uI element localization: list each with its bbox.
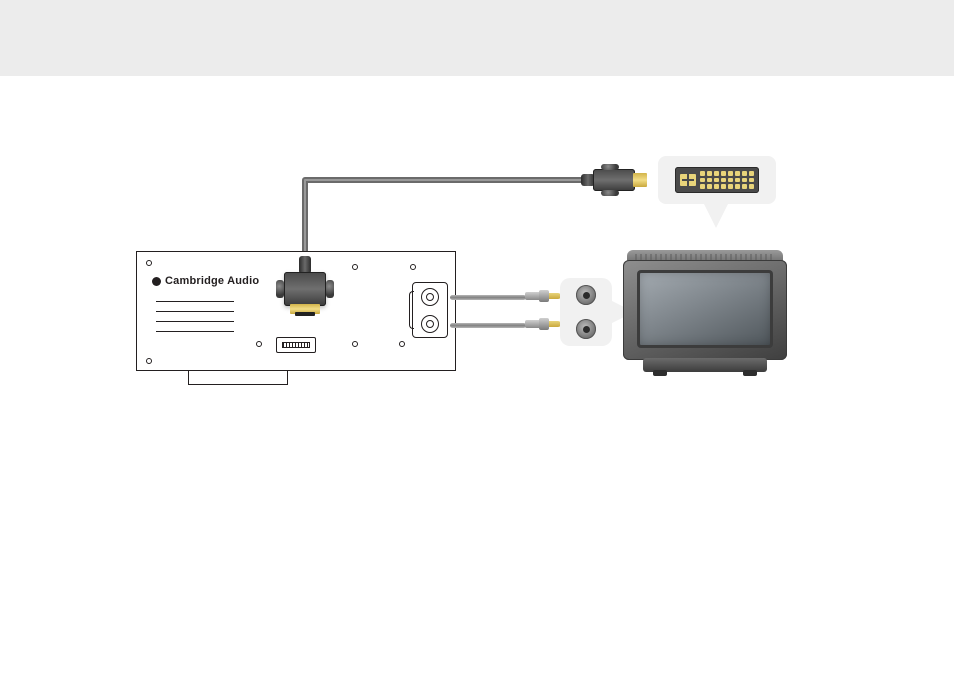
rca-jack-in [576, 319, 596, 339]
dvi-connector-body [593, 169, 635, 191]
tv-audio-in-callout [560, 278, 612, 346]
panel-screw [352, 264, 358, 270]
dvi-metal-shroud [633, 173, 647, 187]
dvi-thumbscrew-icon [326, 280, 334, 298]
brand-text: Cambridge Audio [165, 275, 259, 287]
dvi-plug-tv-end [593, 165, 659, 195]
dvi-ground-blade-icon [680, 174, 696, 186]
audio-cable [450, 295, 526, 300]
diagram-canvas: Cambridge Audio [0, 0, 954, 675]
panel-screw [399, 341, 405, 347]
rca-plug [525, 318, 561, 330]
panel-screw [410, 264, 416, 270]
dvi-cable-path [305, 180, 584, 258]
dvi-plug-source [278, 256, 332, 322]
rca-jack-out [421, 288, 439, 306]
dvi-pin-slot [295, 312, 315, 316]
panel-screw [256, 341, 262, 347]
panel-screw [146, 358, 152, 364]
page-header-band [0, 0, 954, 76]
dvi-thumbscrew-icon [601, 190, 619, 196]
secondary-digital-port [276, 337, 316, 353]
dvi-cable-highlight [305, 180, 584, 258]
dvi-port-callout [658, 156, 776, 204]
brand-label: Cambridge Audio [152, 275, 259, 287]
television [623, 250, 787, 376]
panel-text-lines [156, 292, 234, 332]
dvi-thumbscrew-icon [276, 280, 284, 298]
rca-jack-out [421, 315, 439, 333]
dvi-port-icon [675, 167, 759, 193]
brand-dot-icon [152, 277, 161, 286]
audio-cable [450, 323, 526, 328]
tv-foot [743, 370, 757, 376]
dvi-connector-body [284, 272, 326, 306]
dvi-pin-grid-icon [700, 171, 754, 189]
panel-screw [146, 260, 152, 266]
panel-screw [352, 341, 358, 347]
analogue-audio-out-group [412, 282, 448, 338]
dvi-callout-pointer [702, 200, 730, 228]
tv-foot [653, 370, 667, 376]
rca-jack-in [576, 285, 596, 305]
source-device-foot [188, 371, 288, 385]
port-pins-icon [282, 342, 310, 348]
tv-screen [637, 270, 773, 348]
dvi-thumbscrew-icon [601, 164, 619, 170]
rca-plug [525, 290, 561, 302]
